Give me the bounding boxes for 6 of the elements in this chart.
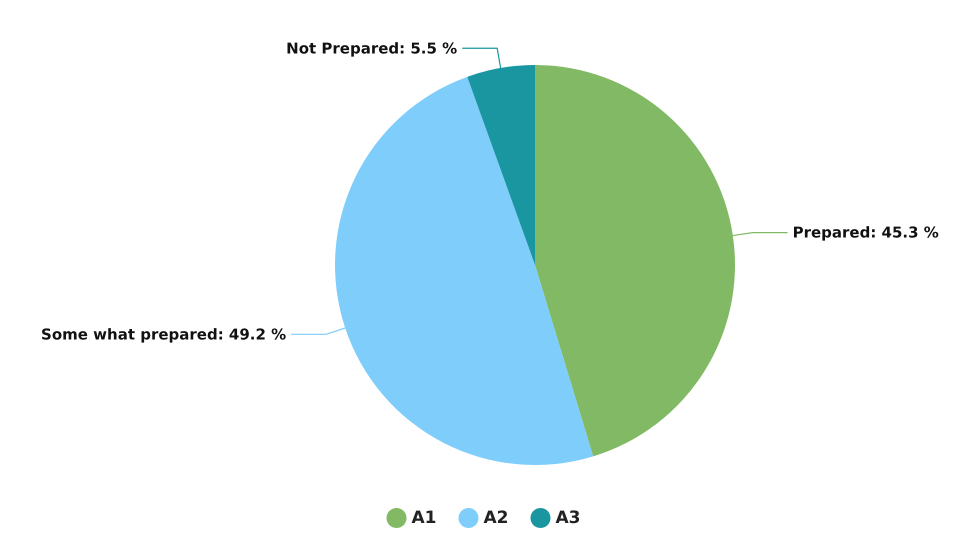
data-label: Not Prepared: 5.5 %	[286, 39, 458, 58]
data-label: Prepared: 45.3 %	[792, 224, 939, 242]
data-label: Some what prepared: 49.2 %	[41, 325, 286, 344]
legend-label: A1	[412, 508, 437, 528]
legend-label: A2	[484, 508, 509, 528]
legend-label: A3	[555, 508, 580, 528]
